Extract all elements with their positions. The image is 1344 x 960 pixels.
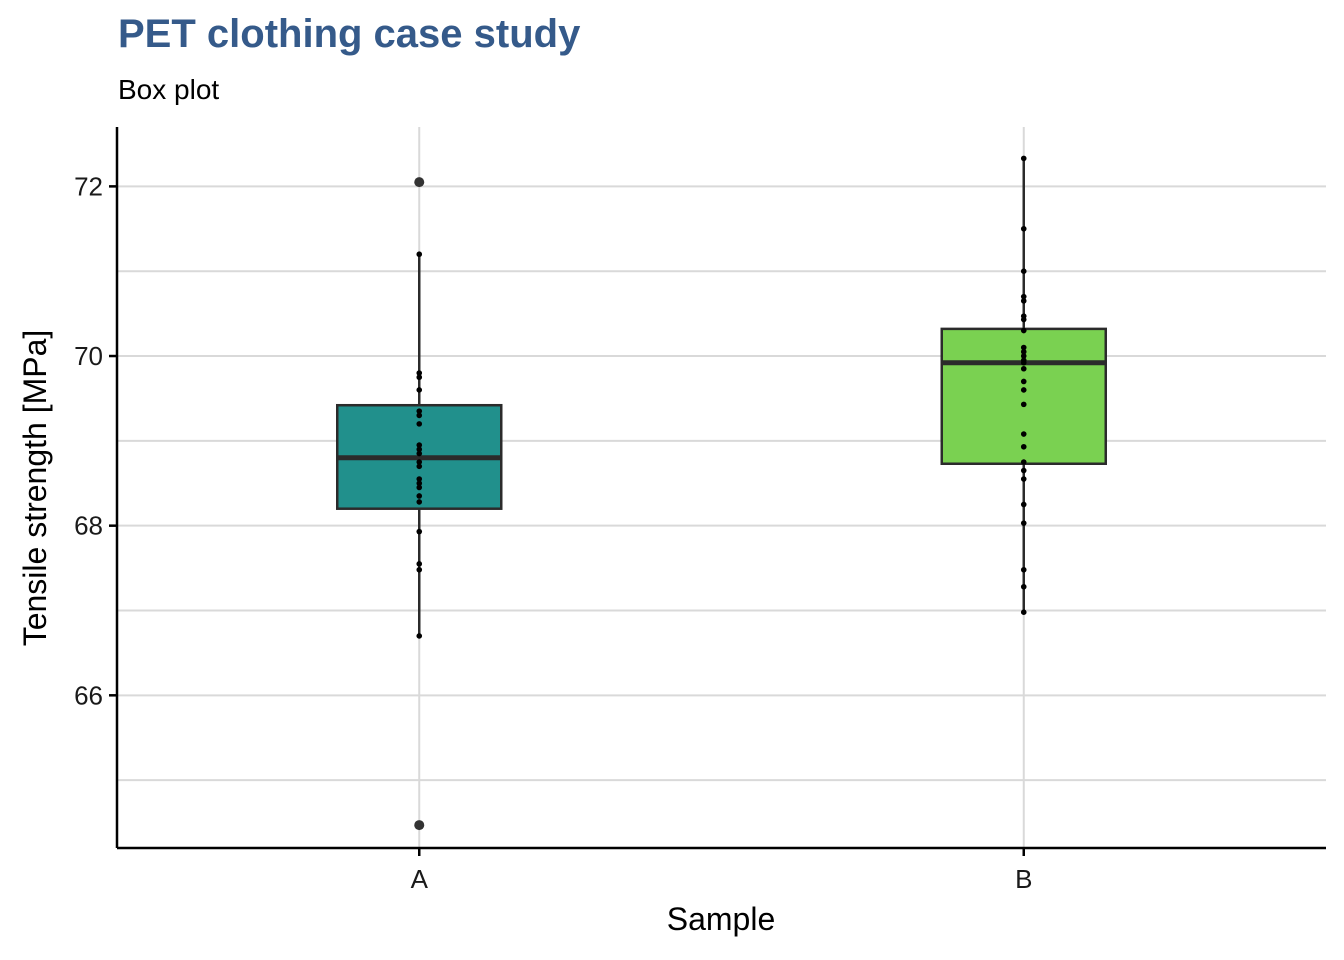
data-point [416, 493, 423, 499]
data-point [416, 387, 423, 393]
data-point [1020, 327, 1027, 334]
data-point [1020, 476, 1027, 482]
plot-marks [336, 155, 1107, 831]
data-point [1020, 609, 1027, 615]
data-point [416, 633, 423, 639]
y-axis-title: Tensile strength [MPa] [17, 330, 53, 647]
data-point [416, 370, 423, 376]
y-tick-label: 68 [74, 511, 103, 541]
data-point [1020, 298, 1027, 304]
outlier-point [414, 820, 425, 831]
data-point [416, 476, 423, 482]
data-point [1020, 268, 1027, 275]
data-point [1020, 293, 1027, 300]
chart-title: PET clothing case study [118, 12, 581, 56]
data-point [416, 446, 423, 453]
data-point [416, 561, 423, 567]
data-point [416, 566, 423, 573]
grid-lines [117, 127, 1326, 848]
data-point [1020, 401, 1027, 408]
data-point [416, 480, 423, 487]
data-point [1020, 225, 1027, 232]
data-point [1020, 501, 1027, 508]
data-point [1020, 520, 1027, 526]
data-point [1020, 467, 1027, 474]
chart-subtitle: Box plot [118, 74, 220, 105]
data-point [416, 251, 423, 258]
y-tick-label: 70 [74, 341, 103, 371]
data-point [416, 463, 423, 470]
data-point [1020, 459, 1027, 465]
data-point [416, 442, 423, 448]
data-point [1020, 353, 1027, 359]
x-tick-label: B [1015, 864, 1032, 894]
data-point [1020, 360, 1027, 366]
x-axis-title: Sample [667, 901, 776, 937]
data-point [416, 374, 423, 381]
data-point [1020, 378, 1027, 385]
data-point [1020, 316, 1027, 323]
x-tick-label: A [411, 864, 429, 894]
data-point [416, 459, 423, 465]
data-point [1020, 583, 1027, 590]
data-point [1020, 566, 1027, 573]
data-point [416, 499, 423, 505]
data-point [1020, 387, 1027, 393]
data-point [416, 412, 423, 419]
data-point [1020, 155, 1027, 162]
y-tick-label: 72 [74, 171, 103, 201]
data-point [1020, 348, 1027, 355]
data-point [1020, 431, 1027, 437]
axes: 66 68 70 72 A B [74, 127, 1326, 894]
outlier-point [414, 177, 425, 188]
data-point [1020, 344, 1027, 351]
y-tick-label: 66 [74, 680, 103, 710]
data-point [416, 450, 423, 457]
data-point [416, 528, 423, 535]
data-point [1020, 365, 1027, 372]
data-point [416, 484, 423, 491]
data-point [1020, 443, 1027, 450]
data-point [416, 421, 423, 427]
data-point [416, 408, 423, 414]
